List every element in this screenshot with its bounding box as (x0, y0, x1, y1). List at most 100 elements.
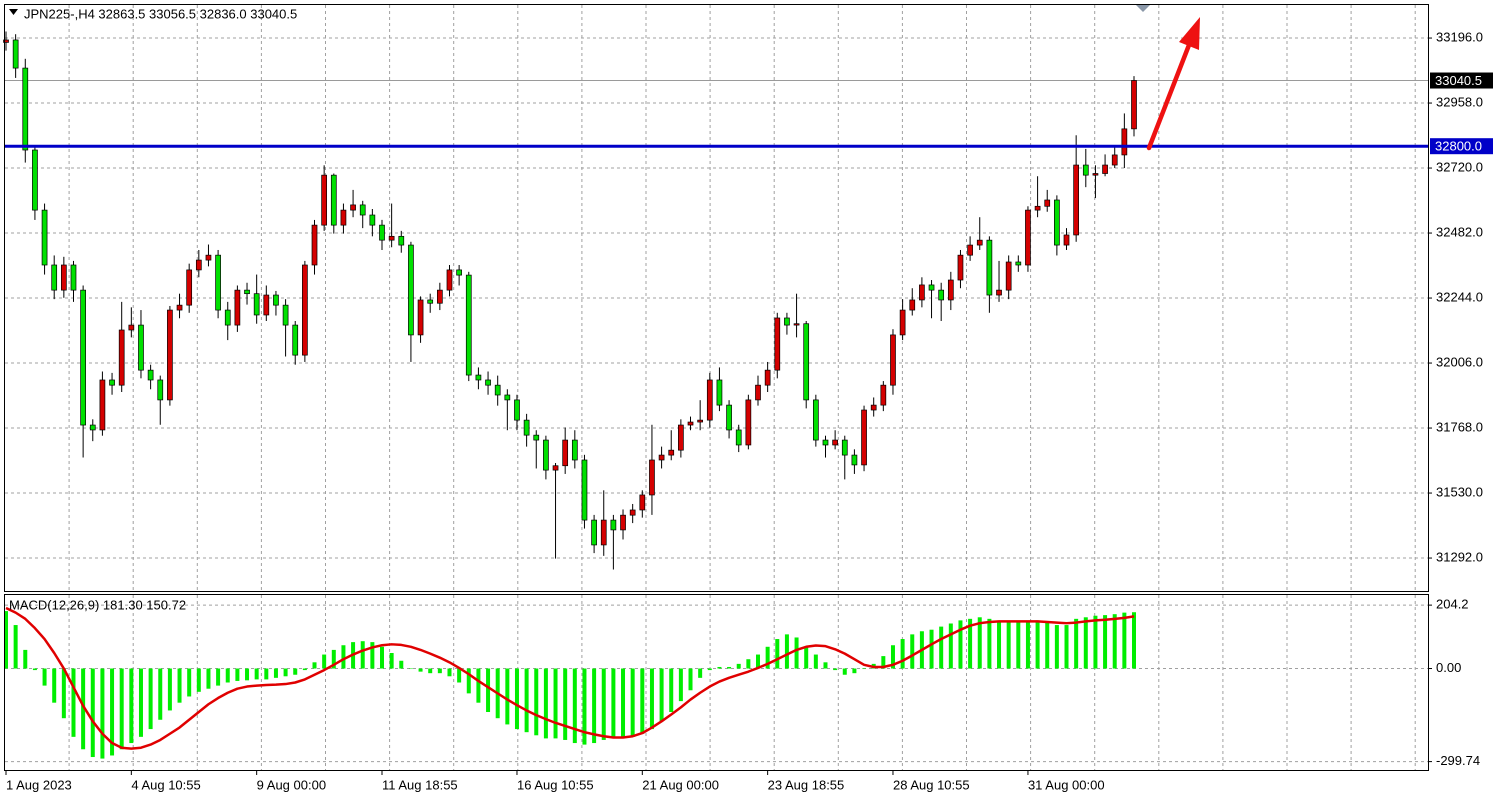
arrow-head (1179, 17, 1200, 50)
candle-body (514, 399, 520, 421)
candle-body (302, 264, 308, 356)
candle-body (726, 404, 732, 431)
macd-histogram-bar (476, 668, 481, 703)
current-price-box (1430, 72, 1493, 89)
candle-body (224, 309, 231, 326)
macd-histogram-bar (910, 634, 915, 669)
macd-histogram-bar (447, 668, 452, 677)
candle-body (167, 309, 173, 401)
candle-body (41, 209, 48, 266)
candle-body (369, 214, 376, 226)
macd-histogram-bar (158, 668, 163, 720)
candle-body (234, 289, 241, 326)
candle-body (899, 309, 906, 336)
candle-body (70, 264, 77, 291)
candle-body (176, 304, 183, 311)
macd-histogram-bar (958, 620, 963, 669)
candle-body (436, 289, 443, 304)
candle-body (919, 284, 925, 301)
y-tick-label: 32720.0 (1436, 159, 1483, 174)
candle-body (244, 289, 250, 295)
candle-body (745, 399, 752, 446)
y-tick-label: 32482.0 (1436, 224, 1483, 239)
candle-body (851, 454, 858, 466)
candle-body (610, 519, 617, 531)
macd-histogram-bar (1025, 621, 1030, 669)
macd-histogram-bar (1112, 614, 1117, 669)
candle-body (128, 324, 135, 331)
macd-histogram-bar (119, 668, 124, 750)
candle-body (812, 399, 819, 441)
candle-body (533, 434, 540, 441)
macd-panel-frame (4, 594, 1429, 771)
macd-histogram-bar (524, 668, 529, 733)
candle-body (543, 439, 549, 471)
macd-histogram-bar (640, 668, 645, 734)
candle-body (99, 379, 106, 431)
candle-body (205, 254, 212, 261)
candle-body (678, 424, 684, 451)
macd-histogram-bar (890, 645, 895, 669)
shift-marker[interactable] (1136, 5, 1150, 12)
candle-body (388, 235, 395, 241)
grid-layer (5, 5, 1428, 770)
x-tick-label: 9 Aug 00:00 (257, 777, 326, 792)
candle-body (697, 419, 704, 423)
macd-histogram-bar (784, 634, 789, 669)
macd-histogram-bar (842, 668, 847, 675)
macd-histogram-bar (273, 668, 278, 678)
macd-histogram-bar (129, 668, 134, 744)
candle-body (552, 465, 559, 471)
macd-histogram-bar (1045, 621, 1050, 669)
candle-body (764, 369, 771, 386)
candle-body (957, 254, 964, 281)
macd-histogram-bar (997, 621, 1002, 669)
candle-body (890, 334, 896, 386)
candle-body (475, 374, 482, 381)
macd-histogram-bar (1074, 618, 1079, 669)
y-tick-label: 31292.0 (1436, 549, 1483, 564)
candle-body (639, 494, 646, 511)
macd-histogram-bar (71, 668, 76, 737)
y-tick-label: 31530.0 (1436, 484, 1483, 499)
macd-histogram-bar (1103, 615, 1108, 669)
macd-histogram-bar (23, 649, 28, 669)
candle-body (330, 174, 337, 226)
candle-body (465, 274, 472, 376)
candle-body (494, 384, 501, 396)
symbol-menu-icon[interactable] (9, 9, 18, 15)
candle-body (282, 304, 289, 326)
candle-body (591, 519, 597, 546)
macd-histogram-bar (457, 668, 462, 683)
candle-body (1005, 261, 1012, 291)
x-tick-label: 21 Aug 00:00 (642, 777, 719, 792)
candle-body (976, 239, 983, 246)
macd-histogram-bar (649, 668, 654, 730)
candle-body (706, 379, 713, 421)
candle-body (880, 384, 887, 406)
macd-histogram-bar (1006, 621, 1011, 669)
current-price-label: 33040.5 (1435, 73, 1482, 88)
macd-title: MACD(12,26,9) 181.30 150.72 (9, 597, 186, 612)
chart-title: JPN225-,H4 32863.5 33056.5 32836.0 33040… (24, 6, 297, 21)
macd-histogram-bar (264, 668, 269, 680)
macd-histogram-bar (765, 646, 770, 669)
macd-histogram-bar (736, 663, 741, 669)
candle-body (1015, 261, 1022, 266)
macd-histogram-bar (1064, 625, 1069, 669)
macd-histogram-bar (196, 668, 201, 692)
candle-body (620, 514, 626, 531)
y-tick-label: 0.00 (1436, 660, 1461, 675)
macd-histogram-bar (389, 653, 394, 669)
macd-histogram-bar (534, 668, 539, 736)
macd-histogram-bar (42, 668, 47, 686)
candle-body (803, 323, 810, 401)
candle-body (292, 324, 299, 356)
macd-histogram-bar (1083, 617, 1088, 669)
macd-histogram-bar (177, 668, 182, 703)
candle-body (1073, 164, 1080, 236)
candle-body (996, 289, 1002, 296)
candle-body (311, 224, 318, 266)
candle-body (668, 449, 675, 456)
